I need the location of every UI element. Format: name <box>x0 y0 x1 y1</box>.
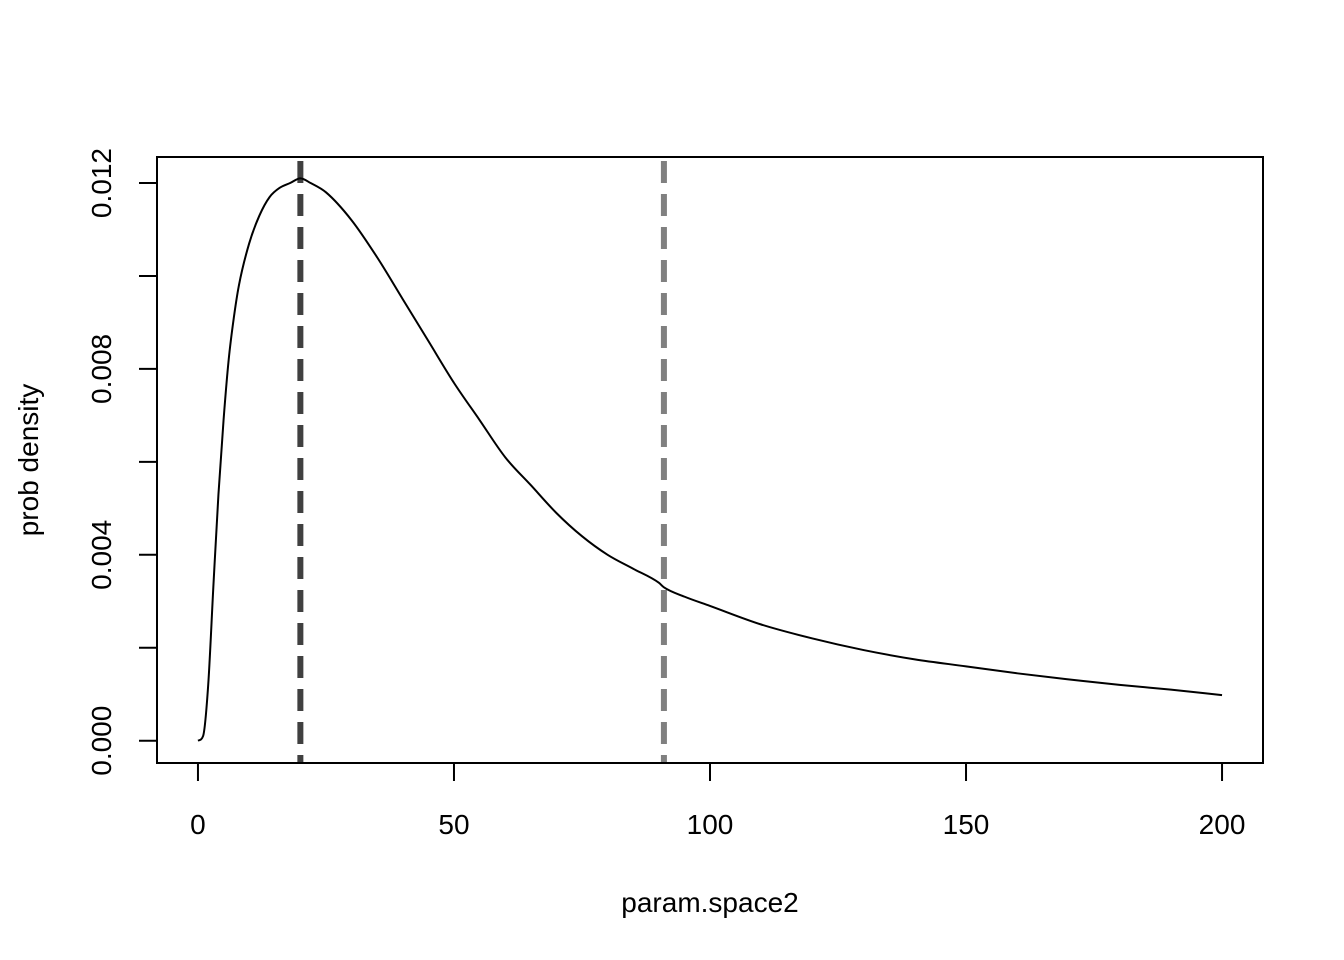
y-axis-title: prob density <box>13 384 44 537</box>
reference-lines <box>297 161 667 763</box>
y-tick-label: 0.012 <box>86 148 117 218</box>
y-tick-label: 0.000 <box>86 706 117 776</box>
x-tick-label: 100 <box>687 809 734 840</box>
x-axis-title: param.space2 <box>621 887 798 918</box>
y-tick-label: 0.004 <box>86 520 117 590</box>
x-tick-label: 50 <box>438 809 469 840</box>
series-group <box>197 177 1223 742</box>
x-tick-label: 150 <box>943 809 990 840</box>
plot-frame <box>156 156 1264 764</box>
y-axis: 0.000 0.004 0.008 0.012 <box>86 148 158 776</box>
density-curve <box>197 177 1223 742</box>
y-tick-label: 0.008 <box>86 334 117 404</box>
x-axis: 0 50 100 150 200 <box>190 762 1246 840</box>
x-tick-label: 0 <box>190 809 206 840</box>
x-tick-label: 200 <box>1199 809 1246 840</box>
